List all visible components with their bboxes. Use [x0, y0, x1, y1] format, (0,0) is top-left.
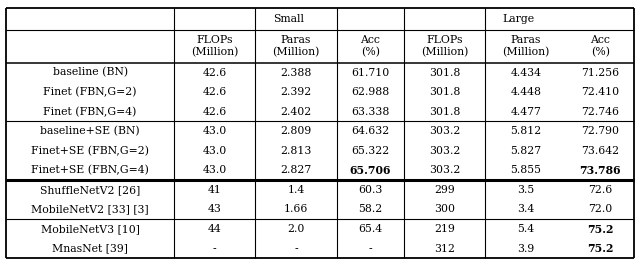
Text: Finet (FBN,G=2): Finet (FBN,G=2) — [44, 87, 137, 97]
Text: 312: 312 — [434, 244, 455, 254]
Text: 72.790: 72.790 — [581, 126, 619, 136]
Text: 41: 41 — [207, 185, 221, 195]
Text: Finet+SE (FBN,G=2): Finet+SE (FBN,G=2) — [31, 146, 149, 156]
Text: 301.8: 301.8 — [429, 68, 460, 78]
Text: 300: 300 — [434, 204, 455, 215]
Text: 43.0: 43.0 — [202, 126, 227, 136]
Text: 72.6: 72.6 — [588, 185, 612, 195]
Text: 42.6: 42.6 — [202, 107, 227, 117]
Text: FLOPs
(Million): FLOPs (Million) — [420, 35, 468, 57]
Text: 72.410: 72.410 — [581, 87, 619, 97]
Text: Large: Large — [502, 14, 534, 24]
Text: 2.0: 2.0 — [287, 224, 305, 234]
Text: Acc
(%): Acc (%) — [590, 35, 610, 57]
Text: 2.827: 2.827 — [280, 165, 312, 175]
Text: 2.388: 2.388 — [280, 68, 312, 78]
Text: 58.2: 58.2 — [358, 204, 382, 215]
Text: 5.827: 5.827 — [510, 146, 541, 156]
Text: 64.632: 64.632 — [351, 126, 389, 136]
Text: 3.9: 3.9 — [517, 244, 534, 254]
Text: ShuffleNetV2 [26]: ShuffleNetV2 [26] — [40, 185, 140, 195]
Text: 75.2: 75.2 — [587, 223, 613, 235]
Text: 303.2: 303.2 — [429, 126, 460, 136]
Text: 72.746: 72.746 — [581, 107, 619, 117]
Text: 301.8: 301.8 — [429, 87, 460, 97]
Text: 62.988: 62.988 — [351, 87, 389, 97]
Text: 42.6: 42.6 — [202, 68, 227, 78]
Text: 303.2: 303.2 — [429, 165, 460, 175]
Text: 65.706: 65.706 — [349, 165, 391, 176]
Text: 60.3: 60.3 — [358, 185, 382, 195]
Text: baseline (BN): baseline (BN) — [52, 67, 127, 78]
Text: 2.392: 2.392 — [280, 87, 312, 97]
Text: 71.256: 71.256 — [581, 68, 619, 78]
Text: 72.0: 72.0 — [588, 204, 612, 215]
Text: Finet+SE (FBN,G=4): Finet+SE (FBN,G=4) — [31, 165, 149, 175]
Text: 3.5: 3.5 — [517, 185, 534, 195]
Text: 61.710: 61.710 — [351, 68, 389, 78]
Text: FLOPs
(Million): FLOPs (Million) — [191, 35, 238, 57]
Text: 43.0: 43.0 — [202, 165, 227, 175]
Text: 43: 43 — [207, 204, 221, 215]
Text: 219: 219 — [434, 224, 455, 234]
Text: 42.6: 42.6 — [202, 87, 227, 97]
Text: 4.434: 4.434 — [511, 68, 541, 78]
Text: Paras
(Million): Paras (Million) — [502, 35, 550, 57]
Text: -: - — [369, 244, 372, 254]
Text: 5.855: 5.855 — [511, 165, 541, 175]
Text: 2.813: 2.813 — [280, 146, 312, 156]
Text: 301.8: 301.8 — [429, 107, 460, 117]
Text: 73.642: 73.642 — [581, 146, 619, 156]
Text: 4.448: 4.448 — [511, 87, 541, 97]
Text: 2.809: 2.809 — [280, 126, 312, 136]
Text: 63.338: 63.338 — [351, 107, 389, 117]
Text: 1.4: 1.4 — [287, 185, 305, 195]
Text: 1.66: 1.66 — [284, 204, 308, 215]
Text: 3.4: 3.4 — [517, 204, 534, 215]
Text: MnasNet [39]: MnasNet [39] — [52, 244, 128, 254]
Text: 303.2: 303.2 — [429, 146, 460, 156]
Text: 44: 44 — [207, 224, 221, 234]
Text: Finet (FBN,G=4): Finet (FBN,G=4) — [44, 106, 137, 117]
Text: 5.4: 5.4 — [517, 224, 534, 234]
Text: 65.322: 65.322 — [351, 146, 389, 156]
Text: 75.2: 75.2 — [587, 243, 613, 254]
Text: MobileNetV3 [10]: MobileNetV3 [10] — [40, 224, 140, 234]
Text: Paras
(Million): Paras (Million) — [272, 35, 319, 57]
Text: -: - — [212, 244, 216, 254]
Text: MobileNetV2 [33] [3]: MobileNetV2 [33] [3] — [31, 204, 149, 215]
Text: -: - — [294, 244, 298, 254]
Text: 43.0: 43.0 — [202, 146, 227, 156]
Text: 65.4: 65.4 — [358, 224, 382, 234]
Text: 5.812: 5.812 — [510, 126, 541, 136]
Text: 73.786: 73.786 — [579, 165, 621, 176]
Text: Acc
(%): Acc (%) — [360, 35, 380, 57]
Text: 299: 299 — [434, 185, 455, 195]
Text: 4.477: 4.477 — [511, 107, 541, 117]
Text: 2.402: 2.402 — [280, 107, 312, 117]
Text: Small: Small — [273, 14, 304, 24]
Text: baseline+SE (BN): baseline+SE (BN) — [40, 126, 140, 136]
